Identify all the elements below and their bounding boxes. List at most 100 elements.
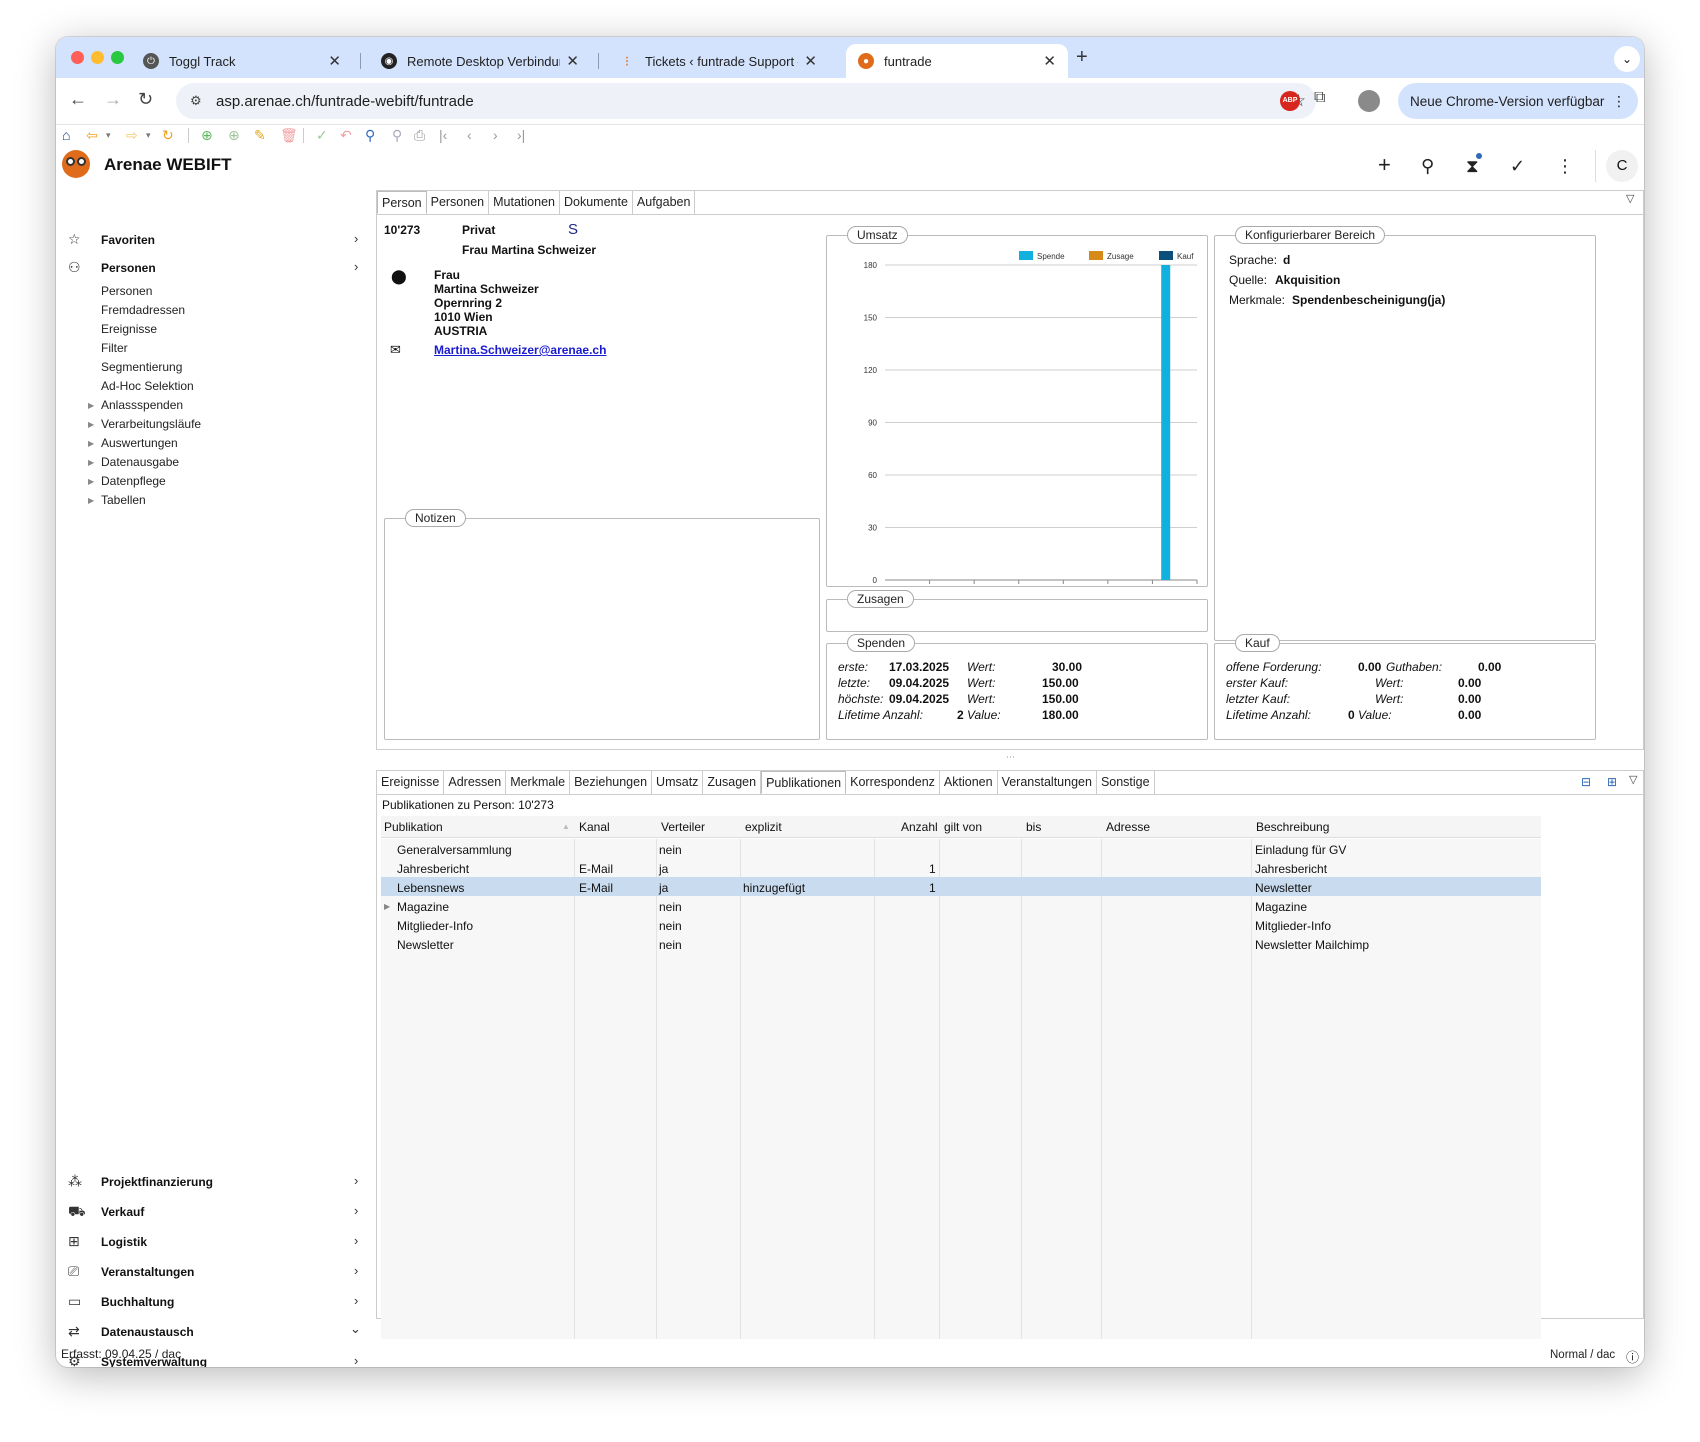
first-record-icon[interactable]: |‹ xyxy=(439,127,448,143)
sidebar-datenaustausch[interactable]: Datenaustausch xyxy=(101,1325,194,1339)
new-tab-button[interactable]: + xyxy=(1076,46,1088,68)
sidebar-expandable[interactable]: Anlassspenden xyxy=(101,398,184,412)
browser-tab-toggl[interactable]: ⏻ Toggl Track ✕ xyxy=(131,44,353,78)
site-settings-icon[interactable]: ⚙ xyxy=(190,93,202,108)
url-input[interactable]: ⚙ asp.arenae.ch/funtrade-webift/funtrade… xyxy=(176,83,1316,119)
chevron-right-icon[interactable]: › xyxy=(354,1203,359,1218)
task-check-icon[interactable]: ✓ xyxy=(1510,156,1526,176)
col-header[interactable]: Verteiler xyxy=(661,820,706,834)
sidebar-item[interactable]: Ereignisse xyxy=(101,322,158,336)
reload-icon[interactable]: ↻ xyxy=(138,89,154,109)
tab-korrespondenz[interactable]: Korrespondenz xyxy=(846,771,940,794)
tab-mutationen[interactable]: Mutationen xyxy=(489,191,560,214)
next-record-icon[interactable]: › xyxy=(493,127,498,143)
adblock-icon[interactable]: ABP xyxy=(1280,91,1300,111)
sidebar-buchhaltung[interactable]: Buchhaltung xyxy=(101,1295,175,1309)
col-header[interactable]: explizit xyxy=(745,820,782,834)
minimize-grid-icon[interactable]: ⊟ xyxy=(1581,775,1592,789)
search-advanced-icon[interactable]: ⚲ xyxy=(392,127,403,143)
sort-asc-icon[interactable]: ▲ xyxy=(562,822,570,831)
close-tab-icon[interactable]: ✕ xyxy=(328,53,341,70)
profile-avatar[interactable] xyxy=(1358,90,1380,112)
sidebar-systemverwaltung[interactable]: Systemverwaltung xyxy=(101,1355,208,1367)
save-icon[interactable]: ✓ xyxy=(316,127,328,143)
tab-dokumente[interactable]: Dokumente xyxy=(560,191,633,214)
info-icon[interactable]: ⓘ xyxy=(1626,1350,1640,1365)
sidebar-logistik[interactable]: Logistik xyxy=(101,1235,148,1249)
collapse-panel-icon[interactable]: ▽ xyxy=(1626,193,1635,205)
chevron-right-icon[interactable]: › xyxy=(354,1233,359,1248)
sidebar-item[interactable]: Ad-Hoc Selektion xyxy=(101,379,194,393)
tab-ereignisse[interactable]: Ereignisse xyxy=(377,771,445,794)
table-row[interactable]: Generalversammlung nein Einladung für GV xyxy=(397,843,1347,857)
col-header[interactable]: bis xyxy=(1026,820,1042,834)
sidebar-expandable[interactable]: Datenpflege xyxy=(101,474,166,488)
close-window-button[interactable] xyxy=(71,51,84,64)
tab-aufgaben[interactable]: Aufgaben xyxy=(633,191,696,214)
refresh-icon[interactable]: ↻ xyxy=(162,127,174,143)
back-arrow-icon[interactable]: ⇦ xyxy=(86,127,98,143)
col-header[interactable]: Kanal xyxy=(579,820,610,834)
browser-tab-remote[interactable]: ◉ Remote Desktop Verbindung ✕ xyxy=(369,44,591,78)
col-header[interactable]: Beschreibung xyxy=(1256,820,1330,834)
col-header[interactable]: Anzahl xyxy=(901,820,938,834)
edit-icon[interactable]: ✎ xyxy=(254,127,266,143)
table-row[interactable]: Mitglieder-Info nein Mitglieder-Info xyxy=(397,919,1332,933)
maximize-window-button[interactable] xyxy=(111,51,124,64)
forward-icon[interactable]: → xyxy=(104,89,122,109)
sidebar-item[interactable]: Personen xyxy=(101,284,153,298)
chevron-right-icon[interactable]: › xyxy=(354,259,359,274)
tab-personen[interactable]: Personen xyxy=(427,191,490,214)
tab-umsatz[interactable]: Umsatz xyxy=(652,771,704,794)
search-icon[interactable]: ⚲ xyxy=(365,127,376,143)
expand-grid-icon[interactable]: ⊞ xyxy=(1607,775,1618,789)
sidebar-item[interactable]: Fremdadressen xyxy=(101,303,186,317)
tab-aktionen[interactable]: Aktionen xyxy=(940,771,998,794)
add-icon[interactable]: ⊕ xyxy=(201,127,213,143)
collapse-panel-icon[interactable]: ▽ xyxy=(1629,774,1638,786)
tab-adressen[interactable]: Adressen xyxy=(444,771,507,794)
email-link[interactable]: Martina.Schweizer@arenae.ch xyxy=(434,343,607,357)
tab-merkmale[interactable]: Merkmale xyxy=(506,771,571,794)
forward-dropdown-icon[interactable]: ▾ xyxy=(146,130,151,140)
minimize-window-button[interactable] xyxy=(91,51,104,64)
home-icon[interactable]: ⌂ xyxy=(62,127,71,143)
tab-beziehungen[interactable]: Beziehungen xyxy=(570,771,653,794)
table-row-selected[interactable]: Lebensnews E-Mail ja hinzugefügt 1 Newslett… xyxy=(381,877,1541,896)
close-tab-icon[interactable]: ✕ xyxy=(804,53,817,70)
table-row[interactable]: Newsletter nein Newsletter Mailchimp xyxy=(397,938,1370,952)
tab-zusagen[interactable]: Zusagen xyxy=(703,771,762,794)
chevron-right-icon[interactable]: › xyxy=(354,231,359,246)
prev-record-icon[interactable]: ‹ xyxy=(467,127,472,143)
sidebar-item[interactable]: Filter xyxy=(101,341,128,355)
col-header[interactable]: gilt von xyxy=(944,820,983,834)
chevron-right-icon[interactable]: › xyxy=(354,1263,359,1278)
undo-icon[interactable]: ↶ xyxy=(340,127,352,143)
splitter-handle[interactable]: ⋯ xyxy=(1006,752,1015,762)
hourglass-icon[interactable]: ⧗ xyxy=(1466,156,1479,176)
sidebar-projektfinanzierung[interactable]: Projektfinanzierung xyxy=(101,1175,214,1189)
user-avatar[interactable]: C xyxy=(1606,150,1638,182)
browser-tab-funtrade[interactable]: ● funtrade ✕ xyxy=(846,44,1068,78)
close-tab-icon[interactable]: ✕ xyxy=(1043,53,1056,70)
sidebar-verkauf[interactable]: Verkauf xyxy=(101,1205,145,1219)
sidebar-expandable[interactable]: Verarbeitungsläufe xyxy=(101,417,202,431)
back-icon[interactable]: ← xyxy=(69,89,87,109)
sidebar-favoriten[interactable]: Favoriten xyxy=(101,233,156,247)
back-dropdown-icon[interactable]: ▾ xyxy=(106,130,111,140)
col-header[interactable]: Publikation xyxy=(384,820,443,834)
sidebar-expandable[interactable]: Tabellen xyxy=(101,493,146,507)
add-icon[interactable]: + xyxy=(1378,152,1391,177)
tab-veranstaltungen[interactable]: Veranstaltungen xyxy=(998,771,1097,794)
sidebar-veranstaltungen[interactable]: Veranstaltungen xyxy=(101,1265,195,1279)
print-icon[interactable]: ⎙ xyxy=(414,127,426,143)
chevron-down-icon[interactable]: ⌄ xyxy=(350,1321,361,1336)
tab-person[interactable]: Person xyxy=(377,191,427,214)
sidebar-expandable[interactable]: Auswertungen xyxy=(101,436,178,450)
copy-icon[interactable]: ⊕ xyxy=(228,127,240,143)
tab-sonstige[interactable]: Sonstige xyxy=(1097,771,1155,794)
close-tab-icon[interactable]: ✕ xyxy=(566,53,579,70)
more-menu-icon[interactable]: ⋮ xyxy=(1556,156,1574,176)
forward-arrow-icon[interactable]: ⇨ xyxy=(126,127,138,143)
sidebar-expandable[interactable]: Datenausgabe xyxy=(101,455,180,469)
